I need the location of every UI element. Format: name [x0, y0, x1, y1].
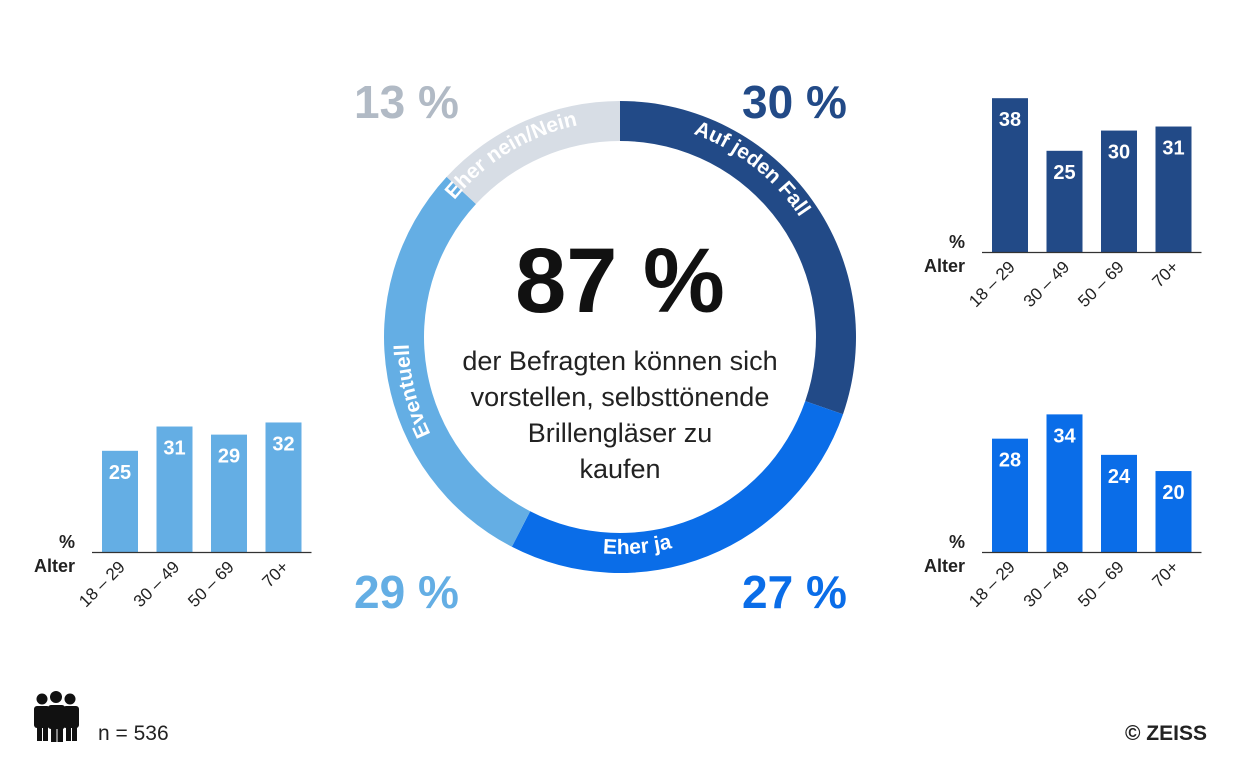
x-axis-label: Alter — [924, 256, 965, 276]
pct-eventuell: 29 % — [354, 566, 459, 618]
bar-chart-auf-jeden-fall: % Alter 38 18 – 29 25 30 – 49 30 50 – 69 31 70+ — [924, 98, 1202, 311]
pct-auf-jeden-fall: 30 % — [742, 76, 847, 128]
bar-value-label: 32 — [272, 433, 294, 455]
segment-label-auf-jeden-fall: Auf jeden Fall — [691, 117, 814, 220]
x-tick-label: 50 – 69 — [1074, 557, 1128, 611]
center-description: der Befragten können sich vorstellen, se… — [462, 346, 777, 484]
bar-value-label: 24 — [1108, 466, 1131, 488]
center-text-line-4: kaufen — [579, 454, 660, 484]
bar-value-label: 30 — [1108, 142, 1130, 164]
group-of-people-icon — [34, 691, 79, 742]
x-tick-label: 18 – 29 — [75, 557, 129, 611]
center-text-line-1: der Befragten können sich — [462, 346, 777, 376]
segment-label-eher-nein: Eher nein/Nein — [441, 108, 579, 204]
copyright: © ZEISS — [1125, 722, 1207, 745]
x-tick-label: 30 – 49 — [1020, 257, 1074, 311]
bar-value-label: 20 — [1162, 482, 1184, 504]
donut-slice-eher-nein-nein — [447, 101, 620, 204]
y-axis-label: % — [59, 532, 75, 552]
bar-value-label: 25 — [109, 462, 131, 484]
x-tick-label: 50 – 69 — [184, 557, 238, 611]
bar-value-label: 38 — [999, 109, 1021, 131]
x-tick-label: 50 – 69 — [1074, 257, 1128, 311]
bar-chart-eventuell: % Alter 25 18 – 29 31 30 – 49 29 50 – 69 32 70+ — [34, 422, 312, 610]
bar-value-label: 25 — [1053, 162, 1075, 184]
x-tick-label: 30 – 49 — [130, 557, 184, 611]
x-tick-label: 70+ — [258, 557, 292, 591]
bar-value-label: 29 — [218, 446, 240, 468]
center-text-line-3: Brillengläser zu — [528, 418, 713, 448]
x-tick-label: 18 – 29 — [965, 257, 1019, 311]
bar-value-label: 28 — [999, 450, 1021, 472]
bar-chart-eher-ja: % Alter 28 18 – 29 34 30 – 49 24 50 – 69 20 70+ — [924, 414, 1202, 611]
y-axis-label: % — [949, 232, 965, 252]
x-axis-label: Alter — [34, 556, 75, 576]
headline-percent: 87 % — [515, 230, 725, 332]
x-tick-label: 18 – 29 — [965, 557, 1019, 611]
bar-value-label: 34 — [1053, 425, 1076, 447]
x-tick-label: 70+ — [1148, 257, 1182, 291]
bar-value-label: 31 — [163, 438, 185, 460]
x-axis-label: Alter — [924, 556, 965, 576]
sample-size: n = 536 — [98, 722, 169, 745]
y-axis-label: % — [949, 532, 965, 552]
center-text-line-2: vorstellen, selbsttönende — [471, 382, 770, 412]
pct-eher-ja: 27 % — [742, 566, 847, 618]
x-tick-label: 70+ — [1148, 557, 1182, 591]
pct-eher-nein: 13 % — [354, 76, 459, 128]
x-tick-label: 30 – 49 — [1020, 557, 1074, 611]
bar-value-label: 31 — [1162, 138, 1184, 160]
